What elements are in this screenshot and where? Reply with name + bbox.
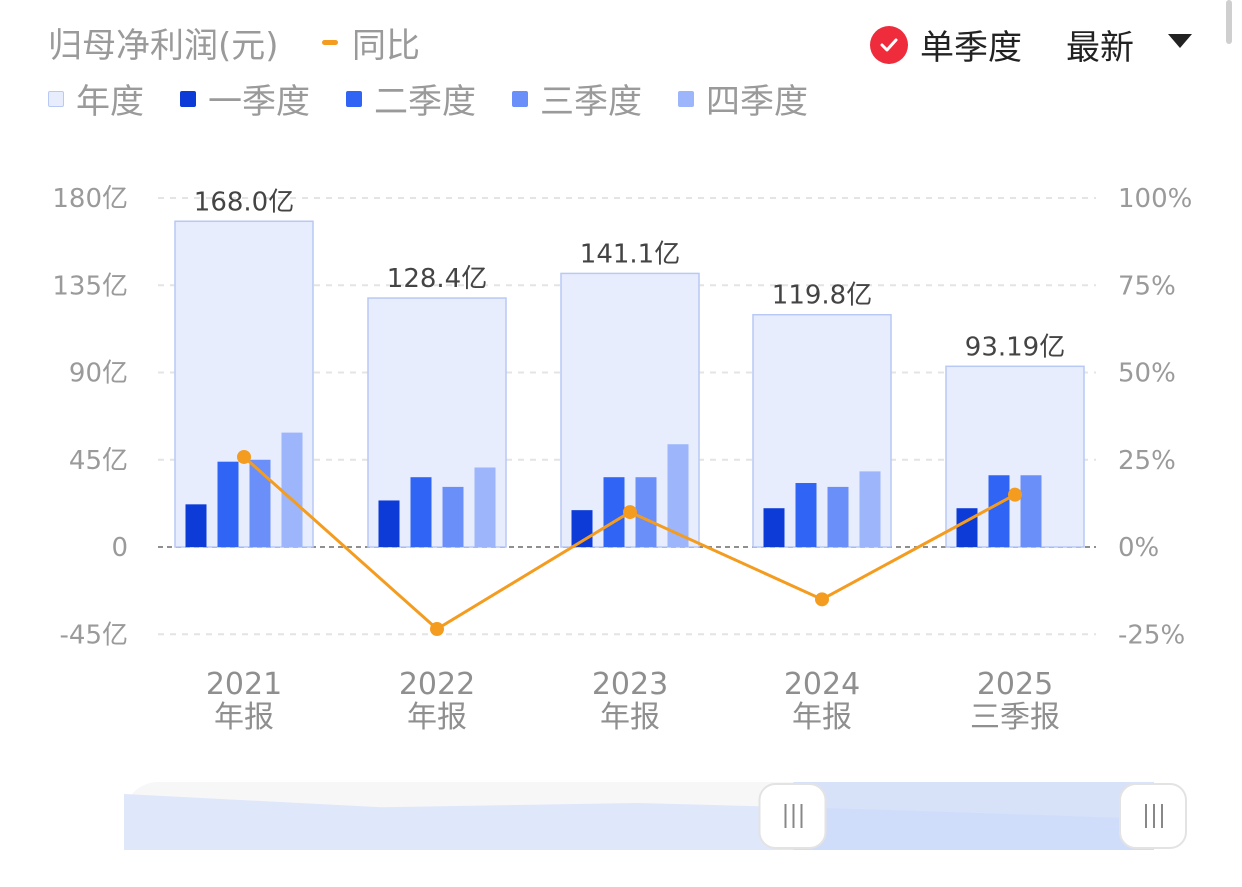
legend-swatch-q4 (678, 90, 694, 107)
single-quarter-toggle[interactable]: 单季度 (870, 20, 1022, 69)
legend-label-q3: 三季度 (540, 82, 642, 122)
y-right-tick-label: 0% (1118, 533, 1159, 563)
annual-value-label: 168.0亿 (194, 187, 294, 217)
brush-selection (793, 782, 1154, 850)
quarter-bar-q2 (795, 483, 817, 547)
legend-item-q1[interactable]: 一季度 (180, 74, 310, 123)
x-tick-year: 2025 (977, 667, 1053, 702)
quarter-bar-q4 (667, 444, 689, 547)
chart-header: 归母净利润(元) 同比 单季度 最新 (0, 0, 1242, 80)
legend-item-q3[interactable]: 三季度 (512, 74, 642, 123)
legend: 年度 一季度 二季度 三季度 四季度 (48, 74, 844, 123)
annual-value-label: 128.4亿 (387, 264, 487, 294)
quarter-bar-q4 (474, 467, 496, 547)
quarter-bar-q4 (281, 432, 303, 547)
annual-value-label: 93.19亿 (965, 332, 1065, 362)
quarter-bar-q1 (185, 504, 207, 547)
quarter-bar-q4 (859, 471, 881, 547)
y-left-tick-label: 90亿 (69, 359, 128, 389)
y-right-tick-label: 100% (1118, 184, 1192, 214)
yoy-point (237, 449, 251, 464)
quarter-bar-q3 (1020, 475, 1042, 547)
quarter-bar-q2 (410, 477, 432, 547)
yoy-legend-label: 同比 (352, 26, 420, 66)
quarter-bar-q2 (988, 475, 1010, 547)
legend-swatch-q3 (512, 90, 528, 107)
y-right-tick-label: 25% (1118, 446, 1176, 476)
yoy-legend[interactable]: 同比 (322, 18, 420, 67)
x-tick-year: 2022 (399, 667, 475, 702)
scrollbar-thumb[interactable] (1226, 0, 1232, 44)
annual-value-label: 119.8亿 (772, 281, 872, 311)
y-left-tick-label: 180亿 (52, 184, 128, 214)
yoy-legend-marker (322, 40, 338, 45)
legend-label-q2: 二季度 (374, 82, 476, 122)
x-tick-period: 年报 (792, 700, 852, 735)
yoy-point (430, 622, 444, 637)
x-tick-period: 年报 (214, 700, 274, 735)
legend-swatch-q2 (346, 90, 362, 107)
y-right-tick-label: 75% (1118, 271, 1176, 301)
legend-item-q2[interactable]: 二季度 (346, 74, 476, 123)
chart-title: 归母净利润(元) (48, 26, 279, 66)
quarter-bar-q3 (635, 477, 657, 547)
y-left-tick-label: 0 (111, 533, 128, 563)
yoy-point (623, 505, 637, 520)
x-tick-period: 年报 (600, 700, 660, 735)
annual-value-label: 141.1亿 (580, 239, 680, 269)
quarter-bar-q1 (956, 508, 978, 547)
quarter-bar-q3 (249, 459, 271, 547)
x-tick-year: 2024 (784, 667, 860, 702)
caret-down-icon (1168, 33, 1192, 48)
legend-label-annual: 年度 (76, 82, 144, 122)
check-icon (870, 25, 908, 64)
quarter-bar-q3 (827, 486, 849, 547)
y-left-tick-label: -45亿 (60, 620, 128, 650)
quarter-bar-q1 (378, 500, 400, 547)
y-right-tick-label: -25% (1118, 620, 1185, 650)
x-tick-period: 三季报 (970, 700, 1060, 735)
legend-item-q4[interactable]: 四季度 (678, 74, 808, 123)
x-tick-period: 年报 (407, 700, 467, 735)
x-tick-year: 2021 (206, 667, 282, 702)
period-select[interactable]: 最新 (1066, 20, 1192, 69)
quarter-bar-q3 (442, 486, 464, 547)
legend-swatch-q1 (180, 90, 196, 107)
single-quarter-label: 单季度 (920, 28, 1022, 68)
y-left-tick-label: 45亿 (69, 446, 128, 476)
y-left-tick-label: 135亿 (52, 271, 128, 301)
quarter-bar-q1 (763, 508, 785, 547)
yoy-point (1008, 487, 1022, 502)
quarter-bar-q2 (603, 477, 625, 547)
yoy-point (815, 592, 829, 607)
legend-item-annual[interactable]: 年度 (48, 74, 144, 123)
x-tick-year: 2023 (592, 667, 668, 702)
period-select-value: 最新 (1066, 28, 1134, 68)
quarter-bar-q2 (217, 461, 239, 547)
legend-swatch-annual (48, 90, 64, 107)
legend-label-q1: 一季度 (208, 82, 310, 122)
legend-label-q4: 四季度 (706, 82, 808, 122)
y-right-tick-label: 50% (1118, 359, 1176, 389)
